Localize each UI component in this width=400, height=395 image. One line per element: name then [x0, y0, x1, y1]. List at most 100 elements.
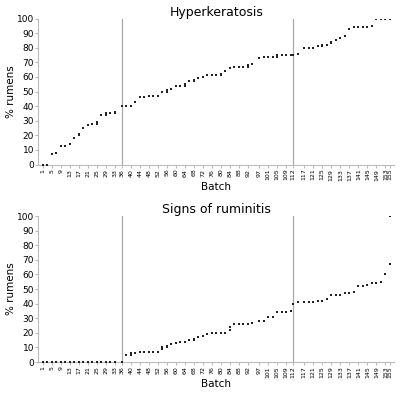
Point: [236, 64, 242, 70]
Point: [315, 43, 321, 49]
Point: [290, 301, 296, 307]
Point: [256, 55, 262, 61]
Point: [85, 122, 91, 128]
Point: [218, 72, 224, 79]
Point: [118, 359, 125, 365]
X-axis label: Batch: Batch: [202, 380, 232, 389]
Point: [112, 359, 118, 365]
Point: [132, 350, 138, 356]
Point: [150, 93, 156, 99]
Point: [159, 88, 166, 95]
Point: [146, 349, 152, 355]
Point: [373, 280, 380, 286]
Point: [382, 271, 389, 278]
Point: [40, 359, 46, 365]
Point: [164, 344, 170, 351]
Point: [209, 72, 215, 79]
Title: Hyperkeratosis: Hyperkeratosis: [170, 6, 263, 19]
Point: [236, 321, 242, 327]
Point: [337, 34, 344, 41]
Point: [387, 15, 393, 22]
Point: [136, 349, 143, 355]
Point: [76, 359, 82, 365]
Point: [118, 103, 125, 109]
Point: [164, 88, 170, 95]
Point: [200, 74, 206, 80]
Point: [278, 309, 285, 316]
Point: [118, 359, 125, 365]
Point: [204, 72, 210, 79]
Point: [118, 103, 125, 109]
Point: [290, 52, 296, 58]
Point: [62, 142, 69, 149]
Point: [76, 131, 82, 137]
Point: [274, 52, 280, 58]
Point: [249, 320, 256, 326]
Point: [123, 103, 130, 109]
Point: [112, 110, 118, 117]
Point: [159, 346, 166, 352]
Point: [310, 299, 316, 305]
Point: [53, 359, 60, 365]
Point: [310, 45, 316, 51]
Point: [80, 359, 87, 365]
Point: [306, 45, 312, 51]
Point: [256, 55, 262, 61]
Point: [136, 94, 143, 101]
Point: [227, 324, 233, 330]
Point: [71, 359, 78, 365]
Point: [177, 339, 184, 345]
Point: [103, 359, 109, 365]
Point: [333, 37, 339, 43]
Point: [67, 141, 73, 147]
Point: [270, 53, 276, 60]
Point: [164, 343, 170, 349]
Point: [132, 99, 138, 105]
Point: [141, 349, 148, 355]
Point: [155, 349, 161, 355]
Point: [89, 359, 96, 365]
Point: [71, 135, 78, 141]
Point: [346, 26, 352, 32]
Point: [146, 349, 152, 355]
Point: [112, 359, 118, 365]
Point: [387, 15, 393, 22]
Point: [173, 83, 179, 89]
Point: [191, 337, 197, 343]
Point: [283, 309, 290, 316]
Point: [94, 359, 100, 365]
Point: [274, 309, 280, 316]
Point: [274, 309, 280, 316]
Point: [328, 292, 334, 298]
Point: [168, 85, 174, 92]
Point: [209, 330, 215, 336]
Point: [346, 26, 352, 32]
Point: [306, 299, 312, 305]
Point: [364, 282, 371, 288]
Point: [128, 103, 134, 109]
Point: [245, 321, 251, 327]
Point: [301, 299, 308, 305]
Point: [265, 314, 272, 320]
Point: [378, 278, 384, 285]
Point: [319, 297, 326, 304]
Point: [256, 318, 262, 324]
Point: [80, 125, 87, 131]
Point: [186, 337, 192, 343]
Point: [288, 308, 294, 314]
Point: [294, 51, 301, 57]
Point: [146, 93, 152, 99]
Point: [182, 83, 188, 89]
Point: [200, 333, 206, 339]
Point: [89, 120, 96, 127]
Point: [103, 359, 109, 365]
Point: [155, 93, 161, 99]
Point: [200, 333, 206, 339]
Point: [382, 15, 389, 22]
Point: [136, 94, 143, 101]
Point: [168, 341, 174, 348]
Point: [355, 24, 362, 30]
Point: [346, 290, 352, 297]
Point: [387, 213, 393, 219]
Point: [146, 93, 152, 99]
